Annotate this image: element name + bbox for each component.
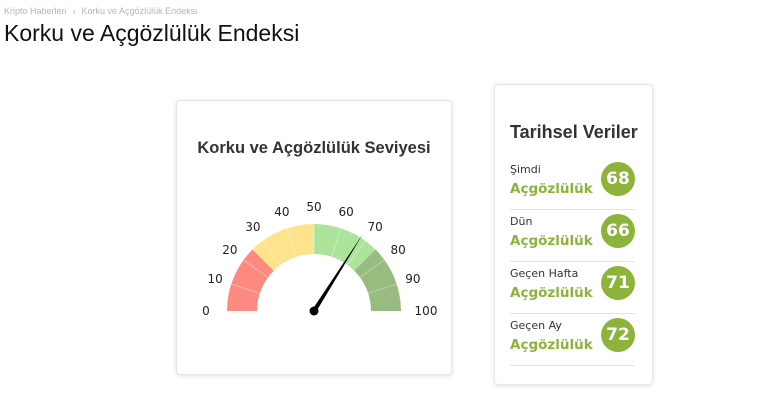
row-label: Geçen Ay [510,319,562,332]
row-state: Açgözlülük [510,285,593,301]
gauge-band [314,224,376,271]
gauge-tick-label: 50 [306,200,321,214]
gauge-band [354,249,401,311]
gauge-segment-divider [286,228,297,257]
gauge-title: Korku ve Açgözlülük Seviyesi [197,139,431,157]
gauge-segment-divider [368,283,397,294]
gauge-tick-label: 70 [367,220,382,234]
gauge-needle [312,233,364,313]
row-value-badge: 68 [601,162,635,196]
history-row-yesterday: Dün Açgözlülük 66 [510,209,635,262]
gauge-segment-divider [243,259,269,278]
gauge-segment-divider [331,228,342,257]
gauge-tick-label: 40 [274,205,289,219]
row-label: Geçen Hafta [510,267,579,280]
row-state: Açgözlülük [510,337,593,353]
row-label: Dün [510,215,533,228]
history-title: Tarihsel Veriler [510,122,638,142]
gauge-tick-label: 80 [390,243,405,257]
gauge-card: Korku ve Açgözlülük Seviyesi 0 10 20 30 40 50… [176,100,452,375]
fear-greed-gauge: 0 10 20 30 40 50 60 70 80 90 100 [202,200,438,318]
gauge-tick-label: 20 [222,243,237,257]
history-row-last-month: Geçen Ay Açgözlülük 72 [510,313,635,366]
gauge-segment-divider [359,259,385,278]
gauge-tick-label: 0 [202,304,210,318]
gauge-segment-divider [262,240,281,266]
history-card: Tarihsel Veriler Şimdi Açgözlülük 68 Dün… [494,84,653,385]
page-title: Korku ve Açgözlülük Endeksi [4,20,300,46]
gauge-tick-label: 90 [405,272,420,286]
gauge-band [252,224,314,271]
gauge-tick-label: 10 [207,272,222,286]
gauge-tick-label: 100 [415,304,438,318]
gauge-tick-label: 60 [338,205,353,219]
breadcrumb: Kripto Haberleri › Korku ve Açgözlülük End… [4,6,197,16]
row-value-badge: 71 [601,266,635,300]
gauge-segment-divider [347,240,366,266]
history-row-now: Şimdi Açgözlülük 68 [510,157,635,210]
breadcrumb-current: Korku ve Açgözlülük Endeksi [81,6,198,16]
row-state: Açgözlülük [510,181,593,197]
breadcrumb-separator: › [72,6,76,16]
gauge-needle-hub [309,306,319,316]
gauge-segment-divider [231,283,260,294]
history-row-last-week: Geçen Hafta Açgözlülük 71 [510,261,635,314]
row-value-badge: 72 [601,318,635,352]
gauge-tick-label: 30 [245,220,260,234]
row-state: Açgözlülük [510,233,593,249]
gauge-band [227,249,274,311]
breadcrumb-link[interactable]: Kripto Haberleri [4,6,67,16]
row-label: Şimdi [510,163,541,176]
row-value-badge: 66 [601,214,635,248]
